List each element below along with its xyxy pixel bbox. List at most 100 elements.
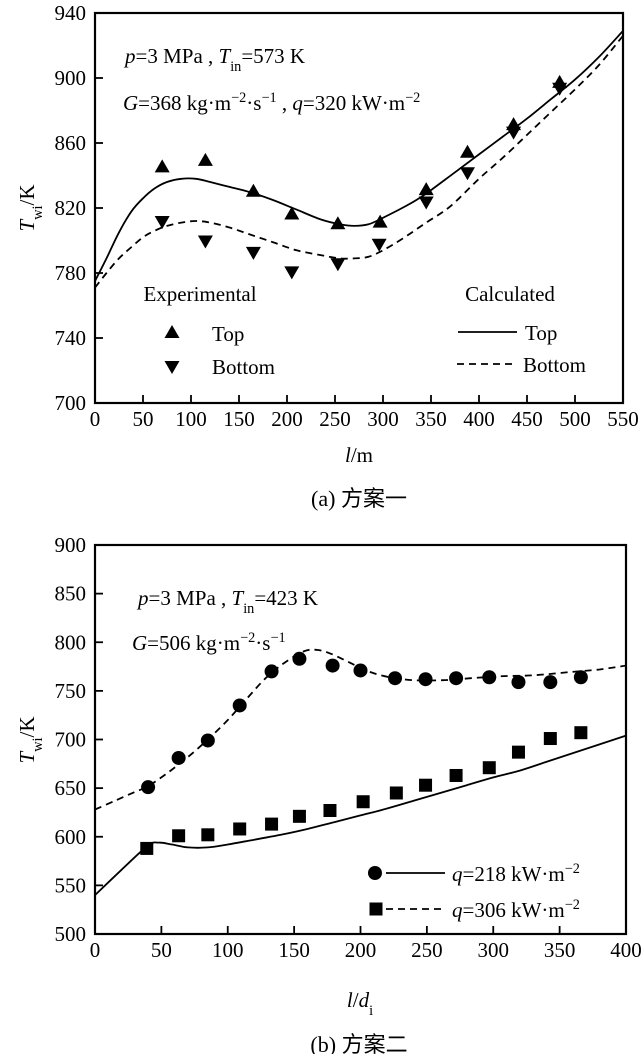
x-tick-label: 50 (133, 407, 154, 431)
series-square-markers-point (389, 786, 403, 800)
series-circle-markers-point (325, 658, 340, 673)
y-tick-label: 700 (55, 728, 87, 752)
text-segment: −2 (231, 90, 246, 106)
x-tick-label: 0 (90, 938, 101, 962)
series-experimental-bottom-point (197, 235, 213, 249)
x-tick-label: 150 (278, 938, 310, 962)
text-segment: −1 (261, 90, 276, 106)
chart-b-caption: (b) 方案二 (310, 1032, 408, 1054)
text-segment: −2 (565, 861, 580, 877)
x-tick-label: 550 (607, 407, 639, 431)
text-segment: in (230, 59, 241, 75)
text-segment: wi (30, 737, 46, 751)
series-circle-markers-point (353, 663, 368, 678)
text-segment: q (452, 862, 463, 886)
x-tick-label: 0 (90, 407, 101, 431)
text-segment: T (232, 586, 245, 610)
series-square-markers-point (140, 841, 154, 855)
chart-a-canvas: 0 50 100 150 200 250 300 350 400 450 500 550 700 740 7… (15, 1, 639, 467)
text-segment: , (277, 91, 293, 115)
text-segment: =218 kW·m (463, 862, 565, 886)
y-tick-label: 940 (55, 1, 87, 25)
text-segment: =573 K (241, 44, 305, 68)
y-tick-label: 820 (55, 196, 87, 220)
legend-marker-square (369, 902, 383, 916)
series-experimental-top-point (284, 206, 300, 220)
legend-label: Top (525, 321, 557, 345)
series-experimental-top-point (459, 144, 475, 158)
annotation-1: p=3 MPa , Tin=573 K (123, 44, 305, 75)
text-segment: Bottom (212, 355, 275, 379)
x-tick-label: 250 (319, 407, 351, 431)
x-tick-label: 50 (151, 938, 172, 962)
series-experimental-top-point (418, 182, 434, 196)
text-segment: =368 kg·m (138, 91, 231, 115)
series-circle-markers-point (482, 670, 497, 685)
series-circle-markers-point (543, 675, 558, 690)
text-segment: ·s (246, 91, 261, 115)
series-experimental-bottom-point (552, 82, 568, 96)
x-tick-label: 400 (610, 938, 641, 962)
y-tick-label: 750 (55, 679, 87, 703)
x-tick-label: 450 (511, 407, 543, 431)
text-segment: p (136, 586, 149, 610)
text-segment: −2 (405, 90, 420, 106)
text-segment: T (15, 218, 39, 231)
x-tick-label: 200 (271, 407, 303, 431)
series-experimental-bottom-point (506, 126, 522, 140)
series-square-markers-point (233, 822, 247, 836)
text-segment: /K (15, 185, 39, 206)
x-tick-label: 200 (345, 938, 377, 962)
text-segment: =3 MPa , (149, 586, 232, 610)
text-segment: =506 kg·m (147, 631, 240, 655)
series-experimental-bottom-point (330, 258, 346, 272)
text-segment: l (345, 443, 351, 467)
text-segment: /K (15, 717, 39, 738)
y-tick-label: 850 (55, 582, 87, 606)
text-segment: −2 (240, 630, 255, 646)
y-tick-label: 550 (55, 873, 87, 897)
series-circle-markers-point (232, 698, 247, 713)
legend-label: Bottom (523, 353, 586, 377)
series-circle-markers-point (141, 780, 156, 795)
y-tick-label: 700 (55, 391, 87, 415)
text-segment: −2 (565, 897, 580, 913)
text-segment: T (219, 44, 232, 68)
text-segment: G (132, 631, 147, 655)
series-experimental-bottom-point (371, 238, 387, 252)
series-square-markers-point (574, 726, 588, 740)
series-experimental-top-point (372, 214, 388, 228)
x-tick-label: 100 (175, 407, 207, 431)
y-tick-label: 900 (55, 533, 87, 557)
text-segment: Bottom (523, 353, 586, 377)
series-solid-line-q218-line (94, 734, 627, 896)
series-square-markers-point (449, 768, 463, 782)
text-segment: l (347, 988, 353, 1012)
text-segment: in (243, 601, 254, 617)
x-tick-label: 150 (223, 407, 255, 431)
series-circle-markers-point (449, 671, 464, 686)
x-tick-label: 300 (367, 407, 399, 431)
series-circle-markers-point (264, 664, 279, 679)
series-calculated-top-line (94, 30, 624, 282)
text-segment: q (452, 898, 463, 922)
series-experimental-bottom-point (154, 216, 170, 229)
text-segment: i (369, 1003, 373, 1019)
legend-label: Bottom (212, 355, 275, 379)
series-square-markers-point (482, 761, 496, 775)
legend-title: Experimental (143, 282, 256, 306)
text-segment: =423 K (254, 586, 318, 610)
y-tick-label: 500 (55, 922, 87, 946)
series-experimental-top-point (154, 159, 170, 173)
series-experimental-bottom-point (245, 246, 261, 260)
text-segment: Top (212, 322, 244, 346)
series-circle-markers-point (511, 675, 526, 690)
series-circle-markers-point (388, 671, 403, 686)
x-axis-label: l/m (345, 443, 373, 467)
series-dashed-line-q306-line (94, 648, 627, 811)
legend-marker-triangle-up (164, 325, 180, 338)
y-tick-label: 900 (55, 66, 87, 90)
text-segment: / (353, 988, 359, 1012)
x-tick-label: 100 (212, 938, 244, 962)
